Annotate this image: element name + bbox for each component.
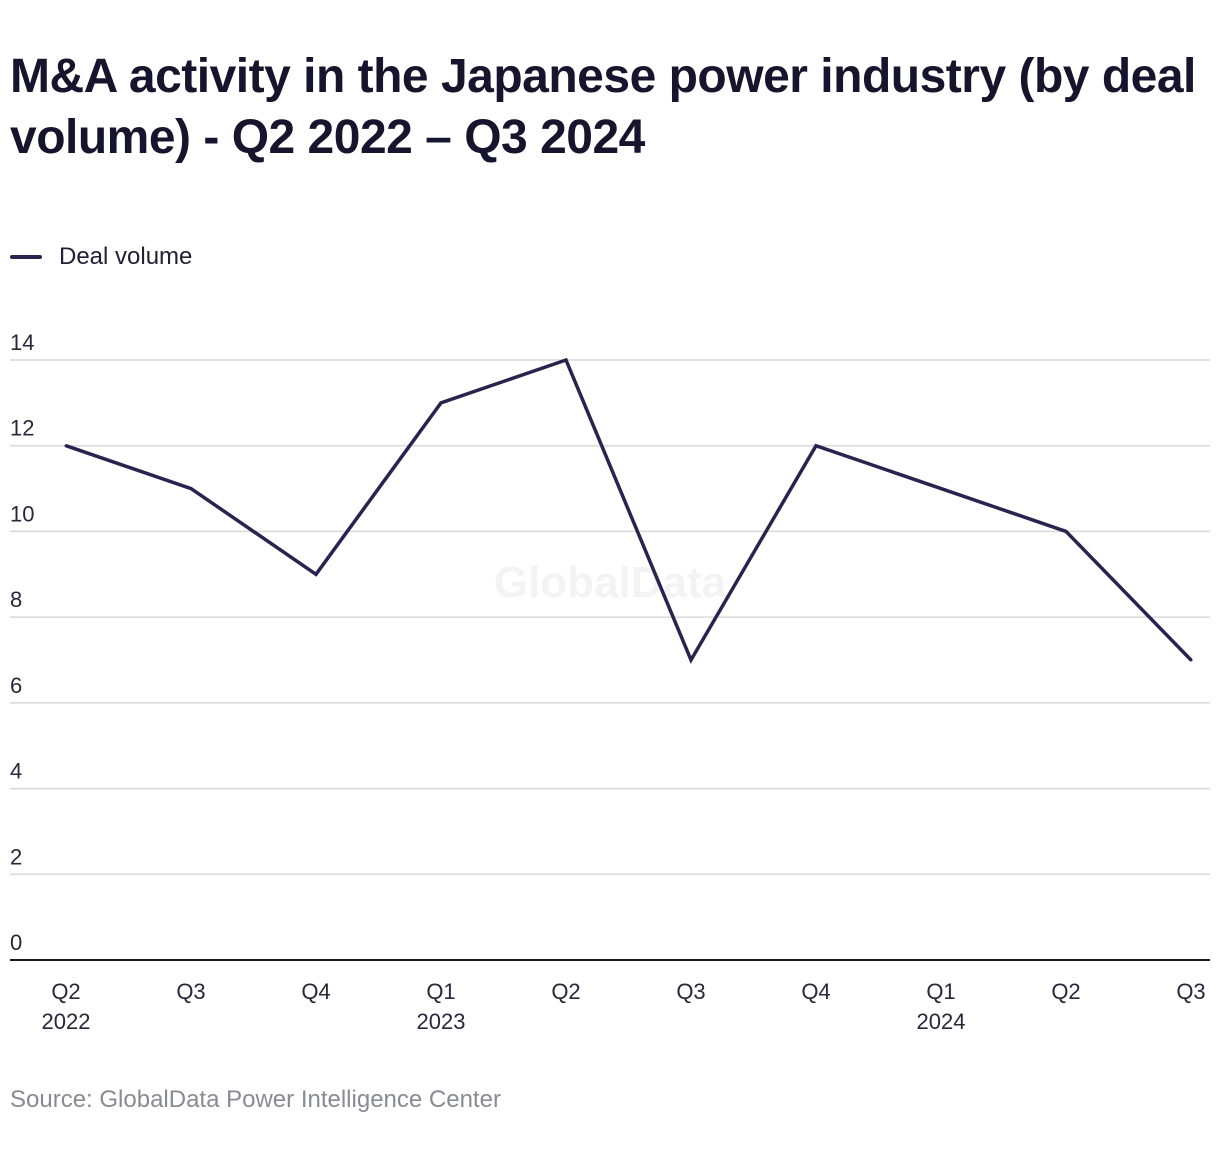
x-tick-label-year: 2023 <box>417 1009 466 1034</box>
y-tick-label-12: 12 <box>10 416 34 441</box>
x-tick-label-year: 2022 <box>42 1009 91 1034</box>
data-point-q4-2023 <box>814 444 818 448</box>
source-note: Source: GlobalData Power Intelligence Ce… <box>10 1086 501 1113</box>
y-tick-label-2: 2 <box>10 844 22 869</box>
chart-legend: Deal volume <box>10 242 192 272</box>
x-tick-label-quarter: Q3 <box>1176 979 1205 1004</box>
y-tick-label-0: 0 <box>10 930 22 955</box>
x-tick-label-quarter: Q3 <box>676 979 705 1004</box>
data-point-q3-2023 <box>689 658 693 662</box>
chart-title: M&A activity in the Japanese power indus… <box>10 50 1196 164</box>
data-point-q1-2024 <box>939 487 943 491</box>
y-tick-label-6: 6 <box>10 673 22 698</box>
y-tick-label-10: 10 <box>10 501 34 526</box>
series-line-0 <box>65 357 1193 664</box>
x-tick-label-quarter: Q4 <box>801 979 830 1004</box>
watermark-text: GlobalData <box>494 558 727 607</box>
x-axis-ticks: Q2 2022 Q3 Q4 Q1 2023 Q2 Q3 Q4 Q1 2024 Q2 Q3 <box>42 979 1206 1034</box>
x-tick-label-year: 2024 <box>917 1009 966 1034</box>
data-point-q2-2022 <box>64 444 68 448</box>
data-point-q2-2023 <box>564 358 568 362</box>
x-tick-label-quarter: Q2 <box>1051 979 1080 1004</box>
data-point-q2-2024 <box>1064 529 1068 533</box>
y-tick-label-4: 4 <box>10 759 22 784</box>
data-point-q4-2022 <box>314 572 318 576</box>
x-tick-label-quarter: Q2 <box>51 979 80 1004</box>
x-tick-label-quarter: Q3 <box>176 979 205 1004</box>
x-tick-label-quarter: Q1 <box>426 979 455 1004</box>
series-layer <box>64 357 1193 664</box>
y-axis-ticks: 0 2 4 6 8 10 12 14 <box>10 330 34 955</box>
x-tick-label-quarter: Q2 <box>551 979 580 1004</box>
data-point-q3-2024 <box>1189 658 1193 662</box>
x-tick-label-quarter: Q1 <box>926 979 955 1004</box>
data-point-q3-2022 <box>189 487 193 491</box>
legend-swatch <box>10 255 42 259</box>
legend-label: Deal volume <box>59 243 193 270</box>
gridlines <box>10 359 1210 876</box>
data-point-q1-2023 <box>439 401 443 405</box>
y-tick-label-14: 14 <box>10 330 34 355</box>
x-tick-label-quarter: Q4 <box>301 979 330 1004</box>
y-tick-label-8: 8 <box>10 587 22 612</box>
